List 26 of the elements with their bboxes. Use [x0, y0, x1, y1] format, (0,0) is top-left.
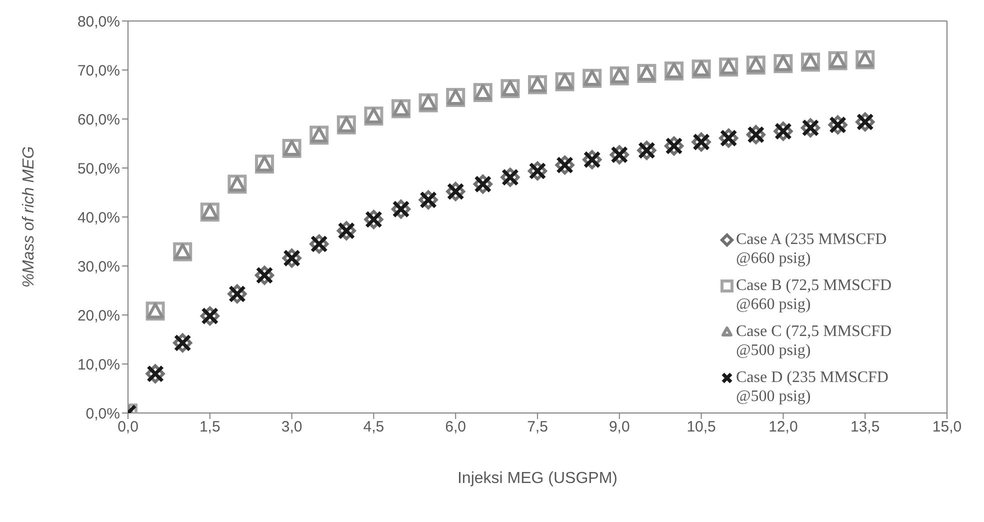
y-tick-label: 0,0%: [86, 405, 120, 422]
x-tick-label: 7,5: [527, 418, 548, 436]
y-tick-label: 20,0%: [77, 307, 120, 324]
x-tick-label: 3,0: [281, 418, 302, 436]
y-tick-label: 70,0%: [77, 62, 120, 80]
legend-label: Case A (235 MMSCFD @660 psig): [736, 230, 888, 268]
x-tick-label: 13,5: [850, 418, 880, 436]
x-tick-label: 0,0: [118, 418, 138, 436]
x-tick-label: 10,5: [686, 418, 716, 436]
x-axis-title: Injeksi MEG (USGPM): [457, 470, 618, 487]
y-tick-label: 30,0%: [77, 258, 120, 276]
x-tick-label: 12,0: [768, 418, 798, 436]
y-tick-label: 60,0%: [77, 111, 120, 128]
x-tick-label: 4,5: [363, 418, 384, 436]
x-tick-label: 1,5: [199, 418, 220, 436]
x-tick-label: 6,0: [445, 418, 466, 436]
y-tick-label: 40,0%: [77, 209, 120, 226]
legend-label: Case B (72,5 MMSCFD @660 psig): [736, 276, 893, 314]
y-axis-title: %Mass of rich MEG: [20, 146, 38, 288]
legend-label: Case C (72,5 MMSCFD @500 psig): [736, 322, 893, 360]
y-tick-label: 50,0%: [77, 160, 120, 178]
legend-label: Case D (235 MMSCFD @500 psig): [736, 368, 890, 406]
y-tick-label: 80,0%: [77, 13, 120, 30]
x-tick-label: 15,0: [932, 418, 962, 436]
x-tick-label: 9,0: [608, 418, 630, 436]
y-tick-label: 10,0%: [77, 356, 120, 374]
